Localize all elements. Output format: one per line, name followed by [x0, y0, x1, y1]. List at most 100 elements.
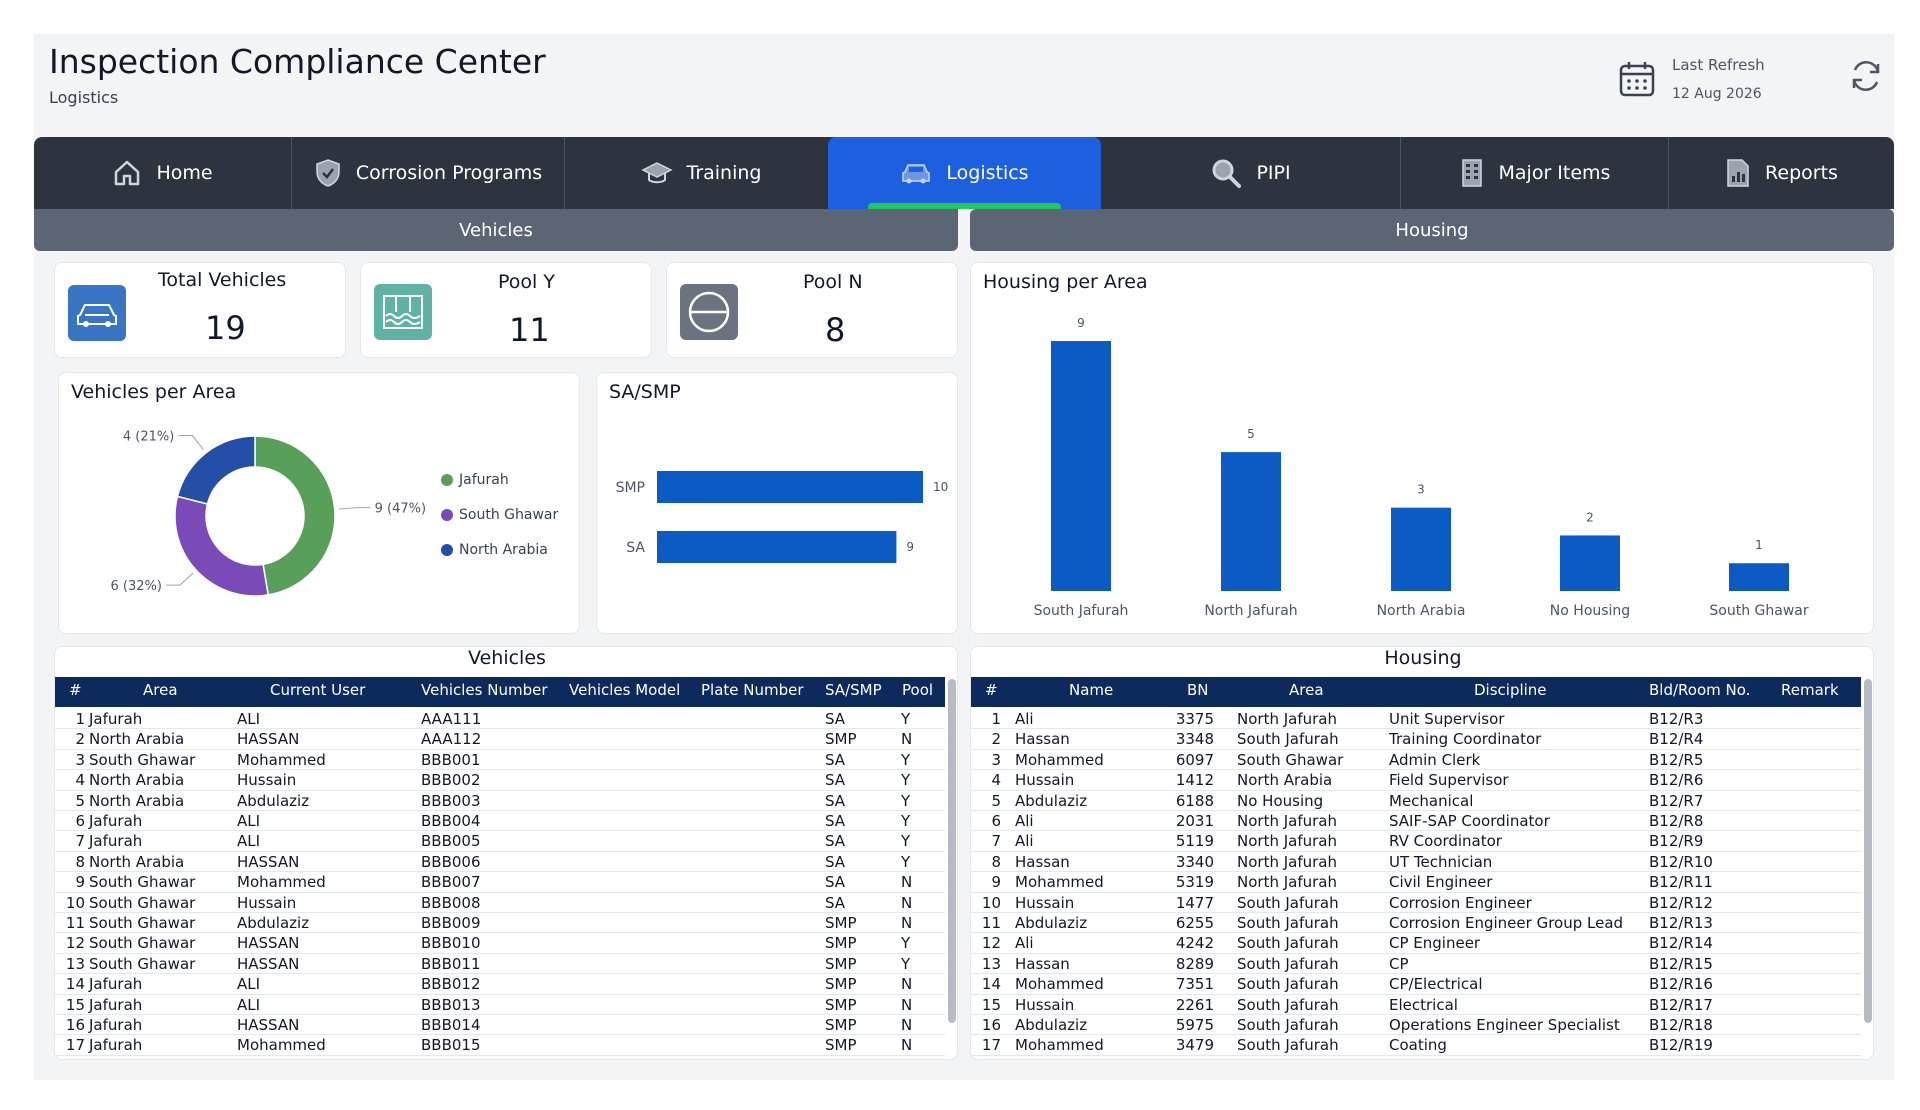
table-row[interactable]: 3 Mohammed 6097 South Ghawar Admin Clerk B12/…	[971, 750, 1861, 771]
table-row[interactable]: 16 Jafurah HASSAN BBB014 SMP N	[55, 1015, 945, 1036]
table-row[interactable]: 4 Hussain 1412 North Arabia Field Supervisor…	[971, 770, 1861, 791]
table-cell: SA	[825, 750, 846, 769]
active-tab-indicator	[868, 203, 1061, 209]
bar[interactable]	[1560, 535, 1620, 591]
table-row[interactable]: 14 Jafurah ALI BBB012 SMP N	[55, 974, 945, 995]
column-header[interactable]: Vehicles Model	[569, 681, 681, 699]
bar[interactable]	[1051, 341, 1111, 591]
table-row[interactable]: 1 Jafurah ALI AAA111 SA Y	[55, 709, 945, 730]
table-cell: 5975	[1175, 1016, 1214, 1034]
tab-logistics[interactable]: Logistics	[828, 137, 1101, 209]
table-cell: N	[901, 975, 913, 994]
table-row[interactable]: 6 Ali 2031 North Jafurah SAIF-SAP Coordinato…	[971, 811, 1861, 832]
table-row[interactable]: 6 Jafurah ALI BBB004 SA Y	[55, 811, 945, 832]
bar[interactable]	[1391, 507, 1451, 591]
vehicles-table-scrollbar[interactable]	[948, 679, 956, 1023]
column-header[interactable]: #	[985, 681, 998, 699]
donut-slice[interactable]	[174, 495, 270, 597]
column-header[interactable]: Bld/Room No.	[1649, 681, 1751, 699]
bar[interactable]	[1729, 563, 1789, 591]
table-cell: SA	[825, 893, 846, 912]
donut-slice[interactable]	[254, 435, 336, 596]
table-row[interactable]: 8 North Arabia HASSAN BBB006 SA Y	[55, 852, 945, 873]
column-header[interactable]: #	[69, 681, 82, 699]
bar-smp[interactable]	[657, 471, 923, 503]
housing-table-card: Housing # Name BN Area Discipline Bld/Ro…	[970, 646, 1874, 1060]
table-row[interactable]: 3 South Ghawar Mohammed BBB001 SA Y	[55, 750, 945, 771]
table-cell: Mohammed	[1015, 873, 1104, 892]
table-cell: B12/R5	[1649, 750, 1704, 769]
table-cell: North Arabia	[89, 791, 185, 810]
column-header[interactable]: Area	[143, 681, 178, 699]
bar-sa[interactable]	[657, 531, 897, 563]
table-cell: South Jafurah	[1237, 1016, 1339, 1034]
table-cell: Ali	[1015, 710, 1034, 728]
table-row[interactable]: 13 Hassan 8289 South Jafurah CP B12/R15	[971, 954, 1861, 975]
column-header[interactable]: BN	[1187, 681, 1209, 699]
tab-training[interactable]: Training	[565, 137, 838, 209]
table-row[interactable]: 10 South Ghawar Hussain BBB008 SA N	[55, 893, 945, 913]
table-cell: South Jafurah	[1237, 730, 1339, 749]
tab-pipi[interactable]: PIPI	[1101, 137, 1401, 209]
table-cell: 9	[991, 873, 1001, 892]
table-row[interactable]: 7 Ali 5119 North Jafurah RV Coordinator B12/R…	[971, 831, 1861, 852]
table-row[interactable]: 2 North Arabia HASSAN AAA112 SMP N	[55, 729, 945, 750]
data-label: 3	[1417, 483, 1425, 497]
column-header[interactable]: Vehicles Number	[421, 681, 548, 699]
table-row[interactable]: 13 South Ghawar HASSAN BBB011 SMP Y	[55, 954, 945, 975]
column-header[interactable]: Remark	[1781, 681, 1839, 699]
table-row[interactable]: 17 Mohammed 3479 South Jafurah Coating B12/R1…	[971, 1035, 1861, 1056]
table-cell: N	[901, 914, 913, 932]
donut-slice[interactable]	[176, 435, 256, 505]
table-cell: ALI	[237, 975, 261, 994]
legend-item[interactable]: North Arabia	[441, 542, 548, 558]
table-row[interactable]: 17 Jafurah Mohammed BBB015 SMP N	[55, 1035, 945, 1056]
legend-item[interactable]: South Ghawar	[441, 507, 558, 523]
table-cell: 8	[75, 852, 85, 871]
tab-reports[interactable]: Reports	[1669, 137, 1894, 209]
table-row[interactable]: 1 Ali 3375 North Jafurah Unit Supervisor B12/…	[971, 709, 1861, 730]
table-cell: N	[901, 730, 913, 749]
table-row[interactable]: 10 Hussain 1477 South Jafurah Corrosion Engi…	[971, 893, 1861, 913]
column-header[interactable]: Name	[1069, 681, 1114, 699]
refresh-icon[interactable]	[1848, 58, 1884, 98]
table-row[interactable]: 9 Mohammed 5319 North Jafurah Civil Engineer…	[971, 872, 1861, 893]
table-cell: SMP	[825, 1016, 857, 1034]
tab-home[interactable]: Home	[34, 137, 292, 209]
column-header[interactable]: Plate Number	[701, 681, 804, 699]
table-cell: SMP	[825, 1036, 857, 1055]
tab-corrosion-programs[interactable]: Corrosion Programs	[292, 137, 565, 209]
table-row[interactable]: 15 Hussain 2261 South Jafurah Electrical B12/…	[971, 995, 1861, 1015]
table-cell: Training Coordinator	[1389, 730, 1542, 749]
table-cell: N	[901, 1036, 913, 1055]
table-row[interactable]: 12 South Ghawar HASSAN BBB010 SMP Y	[55, 933, 945, 954]
kpi-total-vehicles: Total Vehicles 19	[54, 262, 346, 358]
column-header[interactable]: Pool	[902, 681, 934, 699]
bar[interactable]	[1221, 452, 1281, 591]
column-header[interactable]: SA/SMP	[825, 681, 882, 699]
vehicles-per-area-title: Vehicles per Area	[71, 381, 237, 403]
table-row[interactable]: 14 Mohammed 7351 South Jafurah CP/Electrical…	[971, 974, 1861, 995]
table-row[interactable]: 15 Jafurah ALI BBB013 SMP N	[55, 995, 945, 1015]
table-row[interactable]: 5 North Arabia Abdulaziz BBB003 SA Y	[55, 791, 945, 811]
table-row[interactable]: 16 Abdulaziz 5975 South Jafurah Operations E…	[971, 1015, 1861, 1036]
table-row[interactable]: 7 Jafurah ALI BBB005 SA Y	[55, 831, 945, 852]
table-cell: Hussain	[1015, 995, 1075, 1014]
column-header[interactable]: Discipline	[1474, 681, 1547, 699]
housing-table-scrollbar[interactable]	[1864, 679, 1872, 1023]
table-row[interactable]: 12 Ali 4242 South Jafurah CP Engineer B12/R14	[971, 933, 1861, 954]
table-row[interactable]: 4 North Arabia Hussain BBB002 SA Y	[55, 770, 945, 791]
column-header[interactable]: Area	[1289, 681, 1324, 699]
table-row[interactable]: 2 Hassan 3348 South Jafurah Training Coordin…	[971, 729, 1861, 750]
table-row[interactable]: 8 Hassan 3340 North Jafurah UT Technician B12…	[971, 852, 1861, 873]
column-header[interactable]: Current User	[270, 681, 366, 699]
table-row[interactable]: 11 Abdulaziz 6255 South Jafurah Corrosion En…	[971, 913, 1861, 934]
table-row[interactable]: 11 South Ghawar Abdulaziz BBB009 SMP N	[55, 913, 945, 934]
tab-home-label: Home	[156, 162, 213, 184]
tab-major-items[interactable]: Major Items	[1401, 137, 1669, 209]
legend-item[interactable]: Jafurah	[441, 472, 509, 488]
table-row[interactable]: 5 Abdulaziz 6188 No Housing Mechanical B12/R7	[971, 791, 1861, 811]
table-cell: N	[901, 1016, 913, 1034]
table-row[interactable]: 9 South Ghawar Mohammed BBB007 SA N	[55, 872, 945, 893]
table-cell: Field Supervisor	[1389, 771, 1509, 790]
